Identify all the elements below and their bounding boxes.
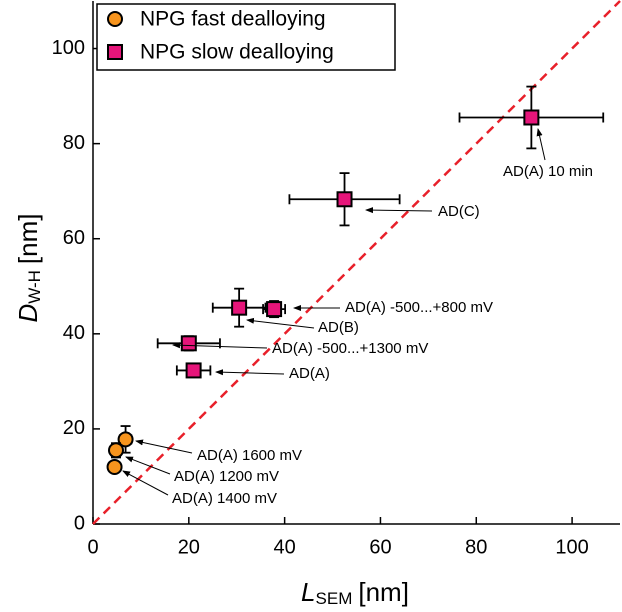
- x-tick-label: 0: [87, 536, 98, 558]
- y-tick-label: 100: [52, 37, 85, 59]
- annotation-arrow: [135, 439, 193, 454]
- annotation-arrow: [365, 207, 433, 214]
- annotation: AD(A) 1400 mV: [172, 490, 277, 507]
- y-tick-label: 80: [63, 132, 85, 154]
- annotation-arrow: [122, 470, 169, 496]
- annotation: AD(B): [318, 319, 359, 336]
- annotation-arrow: [215, 369, 285, 376]
- point: [107, 442, 124, 459]
- annotation-arrow: [246, 317, 315, 329]
- y-label-sub: W-H: [25, 270, 44, 304]
- y-tick-label: 20: [63, 417, 85, 439]
- annotation: AD(A) -500...+1300 mV: [272, 340, 428, 357]
- legend-marker: [107, 11, 123, 27]
- point: [117, 431, 134, 448]
- annotation: AD(A) 10 min: [503, 163, 593, 180]
- x-tick-label: 80: [465, 536, 487, 558]
- point: [523, 109, 540, 126]
- legend-label: NPG slow dealloying: [140, 41, 334, 64]
- y-label-main: D: [13, 304, 43, 323]
- legend-label: NPG fast dealloying: [140, 8, 326, 31]
- y-tick-label: 0: [74, 512, 85, 534]
- annotation-arrow: [125, 456, 171, 475]
- point: [231, 299, 248, 316]
- y-label-unit: [nm]: [13, 213, 43, 264]
- point: [185, 362, 202, 379]
- annotation: AD(A) -500...+800 mV: [345, 299, 493, 316]
- x-tick-label: 60: [369, 536, 391, 558]
- point: [336, 191, 353, 208]
- point: [180, 335, 197, 352]
- x-tick-label: 100: [555, 536, 588, 558]
- reference-line: [92, 0, 621, 525]
- x-tick-label: 20: [178, 536, 200, 558]
- annotation: AD(A) 1600 mV: [197, 447, 302, 464]
- x-tick-label: 40: [274, 536, 296, 558]
- annotation: AD(C): [438, 203, 480, 220]
- y-tick-label: 40: [63, 322, 85, 344]
- x-label-sub: SEM: [316, 589, 353, 608]
- y-tick-label: 60: [63, 227, 85, 249]
- point: [266, 301, 283, 318]
- y-axis-label: DW-H [nm]: [13, 213, 45, 322]
- annotation-arrow: [172, 342, 268, 349]
- legend-box: [96, 3, 396, 71]
- legend-marker: [107, 44, 123, 60]
- point: [106, 458, 123, 475]
- x-axis-label: LSEM [nm]: [301, 577, 409, 609]
- annotation-arrow: [536, 128, 546, 161]
- annotation: AD(A): [289, 365, 330, 382]
- x-label-main: L: [301, 577, 315, 607]
- x-label-unit: [nm]: [358, 577, 409, 607]
- annotation: AD(A) 1200 mV: [174, 468, 279, 485]
